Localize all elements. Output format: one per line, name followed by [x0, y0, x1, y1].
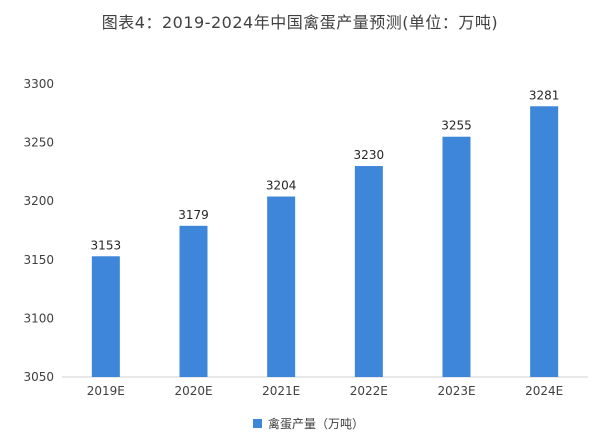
bar	[267, 196, 296, 377]
data-label: 3255	[441, 119, 472, 133]
data-label: 3281	[529, 88, 560, 102]
x-tick-label: 2020E	[174, 384, 212, 398]
bar	[179, 225, 208, 377]
x-tick-label: 2023E	[437, 384, 475, 398]
bar	[530, 106, 559, 377]
y-tick-label: 3150	[23, 253, 54, 267]
y-tick-label: 3300	[23, 77, 54, 91]
legend-swatch	[253, 419, 262, 428]
x-tick-label: 2021E	[262, 384, 300, 398]
data-label: 3153	[91, 238, 122, 252]
chart-title: 图表4：2019-2024年中国禽蛋产量预测(单位：万吨)	[101, 13, 499, 32]
data-label: 3230	[354, 148, 385, 162]
bar	[442, 136, 471, 377]
x-tick-label: 2019E	[87, 384, 125, 398]
bar	[354, 166, 383, 377]
data-label: 3204	[266, 179, 297, 193]
y-tick-label: 3250	[23, 136, 54, 150]
bar	[91, 256, 120, 377]
legend-label: 禽蛋产量（万吨）	[268, 416, 364, 431]
y-tick-label: 3100	[23, 311, 54, 325]
x-tick-label: 2024E	[525, 384, 563, 398]
x-tick-label: 2022E	[350, 384, 388, 398]
y-tick-label: 3200	[23, 194, 54, 208]
y-tick-label: 3050	[23, 370, 54, 384]
data-label: 3179	[178, 208, 209, 222]
